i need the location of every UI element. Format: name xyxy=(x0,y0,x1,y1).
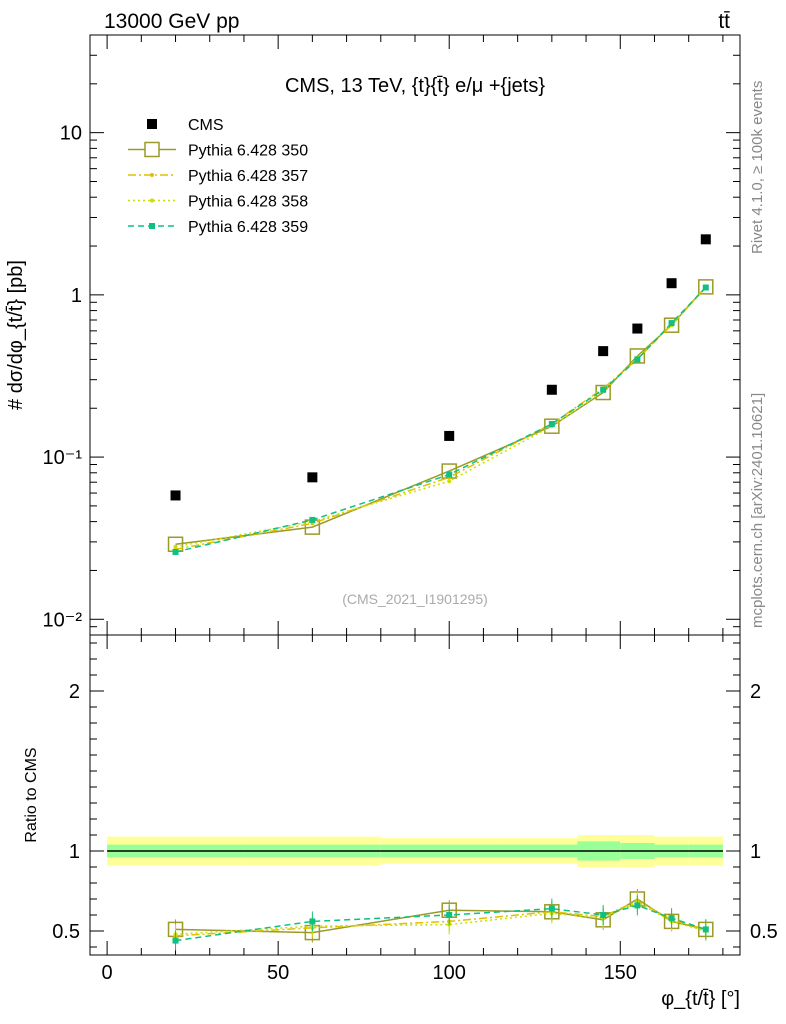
series-line xyxy=(175,286,707,546)
y-tick-label: 10 xyxy=(60,123,82,145)
ratio-plot-panel: 0.5 0.5 1 1 2 2 0 50 100 150 Ratio to CMS φ_{t/t̄… xyxy=(23,634,778,1010)
data-point xyxy=(629,348,646,364)
legend-label: Pythia 6.428 350 xyxy=(188,143,308,160)
plot-title: CMS, 13 TeV, {t}{t̄} e/μ +{jets} xyxy=(285,75,545,97)
legend-marker xyxy=(150,198,154,203)
process-label: 13000 GeV pp xyxy=(104,10,239,33)
ratio-point xyxy=(600,912,607,918)
legend-label: Pythia 6.428 358 xyxy=(188,194,308,211)
data-point-cms xyxy=(666,278,677,289)
data-point xyxy=(634,356,641,363)
ratio-point xyxy=(702,926,709,933)
main-axis-ticks: 10⁻² 10⁻¹ 1 10 xyxy=(43,34,740,636)
x-tick-label: 100 xyxy=(433,962,466,984)
data-point xyxy=(600,386,607,393)
data-point xyxy=(548,420,555,427)
data-point xyxy=(668,320,675,327)
main-y-axis-label: # dσ/dφ_{t/t̄} [pb] xyxy=(5,260,27,410)
ratio-y-tick-label: 1 xyxy=(750,841,761,863)
data-point xyxy=(447,479,452,484)
main-plot-panel: 10⁻² 10⁻¹ 1 10 CMS, 13 TeV, {t}{t̄} e/μ +{j… xyxy=(5,34,741,636)
data-point xyxy=(446,471,453,478)
ratio-point xyxy=(309,918,316,925)
x-tick-label: 0 xyxy=(102,962,113,984)
ratio-series-line xyxy=(175,898,706,934)
analysis-watermark: (CMS_2021_I1901295) xyxy=(342,591,488,607)
data-point-cms xyxy=(170,490,181,501)
ratio-point xyxy=(446,912,453,918)
legend-marker xyxy=(144,141,160,158)
legend-label: Pythia 6.428 359 xyxy=(188,219,308,236)
data-point xyxy=(698,279,714,295)
ratio-point xyxy=(172,937,179,944)
ratio-y-tick-label: 0.5 xyxy=(750,921,778,943)
ratio-axis-ticks: 0.5 0.5 1 1 2 2 0 50 100 150 xyxy=(52,635,778,984)
ratio-y-tick-label: 2 xyxy=(750,681,761,703)
ratio-y-tick-label: 2 xyxy=(69,681,80,703)
y-tick-label: 1 xyxy=(71,285,82,307)
mcplots-label: mcplots.cern.ch [arXiv:2401.10621] xyxy=(749,393,766,628)
series-line xyxy=(175,286,707,553)
y-tick-label: 10⁻² xyxy=(43,609,83,631)
legend-marker xyxy=(147,119,157,129)
ratio-uncertainty-band xyxy=(107,835,723,867)
data-point-cms xyxy=(700,234,711,245)
final-state-label: tt̄ xyxy=(718,10,730,33)
ratio-y-axis-label: Ratio to CMS xyxy=(23,747,40,842)
legend-label: Pythia 6.428 357 xyxy=(188,168,308,185)
data-point-cms xyxy=(632,323,643,334)
ratio-point xyxy=(548,905,555,912)
ratio-series-group xyxy=(167,889,714,951)
x-axis-label: φ_{t/t̄} [°] xyxy=(661,988,740,1010)
ratio-series-line xyxy=(175,904,707,942)
data-point xyxy=(309,516,316,523)
ratio-point xyxy=(634,902,641,909)
x-tick-label: 50 xyxy=(267,962,289,984)
data-point xyxy=(173,544,178,549)
y-tick-label: 10⁻¹ xyxy=(43,447,83,469)
legend: CMS Pythia 6.428 350 Pythia 6.428 357 Pythi… xyxy=(128,117,308,236)
data-point-cms xyxy=(444,430,455,441)
rivet-label: Rivet 4.1.0, ≥ 100k events xyxy=(749,81,766,254)
legend-marker xyxy=(149,223,155,229)
ratio-point xyxy=(668,915,675,922)
data-point xyxy=(172,548,179,555)
ratio-y-tick-label: 1 xyxy=(69,841,80,863)
series-line xyxy=(175,286,707,551)
x-tick-label: 150 xyxy=(604,962,637,984)
data-point xyxy=(663,317,680,333)
series-line xyxy=(175,287,707,548)
data-point xyxy=(702,284,709,291)
main-series-group xyxy=(167,234,714,555)
data-point-cms xyxy=(307,472,318,483)
ratio-y-tick-label: 0.5 xyxy=(52,921,80,943)
data-point-cms xyxy=(598,346,609,357)
data-point xyxy=(544,418,560,434)
data-point-cms xyxy=(546,384,557,395)
legend-label: CMS xyxy=(188,117,224,134)
legend-marker xyxy=(150,173,154,177)
